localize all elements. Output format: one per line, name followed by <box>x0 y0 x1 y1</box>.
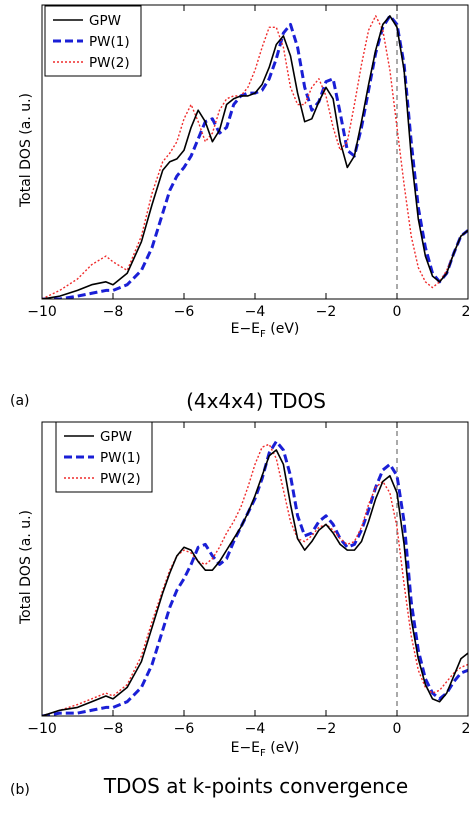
panel-caption: (4x4x4) TDOS <box>186 389 326 413</box>
series-line-pw2 <box>42 443 468 716</box>
legend: GPW PW(1) PW(2) <box>55 421 153 493</box>
x-tick-label: −10 <box>27 721 57 737</box>
panel-label: (a) <box>10 393 30 409</box>
series-group <box>42 439 468 716</box>
series-group <box>42 14 468 299</box>
x-tick-label: 2 <box>462 721 471 737</box>
x-tick-label: 0 <box>393 721 402 737</box>
x-tick-label: −4 <box>245 721 266 737</box>
y-axis-label: Total DOS (a. u.) <box>18 510 34 625</box>
x-tick-label: −6 <box>174 721 195 737</box>
series-line-pw2 <box>42 15 468 299</box>
x-tick-label: −4 <box>245 304 266 320</box>
legend-entry: PW(1) <box>89 34 130 50</box>
chart-panel-a: −10 −8 −6 −4 −2 0 2 E−EF (eV) Total DOS (a. u.) G… <box>10 4 471 413</box>
legend-entry: PW(1) <box>100 450 141 466</box>
series-line-gpw <box>42 15 468 299</box>
panel-label: (b) <box>10 782 30 798</box>
x-tick-label: 0 <box>393 304 402 320</box>
x-axis-label: E−EF (eV) <box>231 321 300 340</box>
legend: GPW PW(1) PW(2) <box>44 5 142 77</box>
x-tick-label: −8 <box>103 721 124 737</box>
x-tick-label: 2 <box>462 304 471 320</box>
x-tick-label: −8 <box>103 304 124 320</box>
series-line-pw1 <box>42 439 468 716</box>
legend-entry: PW(2) <box>100 471 141 487</box>
x-axis-label: E−EF (eV) <box>231 740 300 759</box>
x-tick-label: −10 <box>27 304 57 320</box>
chart-panel-b: −10 −8 −6 −4 −2 0 2 E−EF (eV) Total DOS (a. u.) G… <box>10 421 471 798</box>
x-tick-label: −2 <box>316 721 337 737</box>
x-tick-label: −6 <box>174 304 195 320</box>
panel-caption: TDOS at k-points convergence <box>103 774 408 798</box>
legend-entry: PW(2) <box>89 55 130 71</box>
x-tick-label: −2 <box>316 304 337 320</box>
legend-entry: GPW <box>89 13 121 29</box>
y-axis-label: Total DOS (a. u.) <box>18 93 34 208</box>
legend-entry: GPW <box>100 429 132 445</box>
series-line-gpw <box>42 449 468 716</box>
